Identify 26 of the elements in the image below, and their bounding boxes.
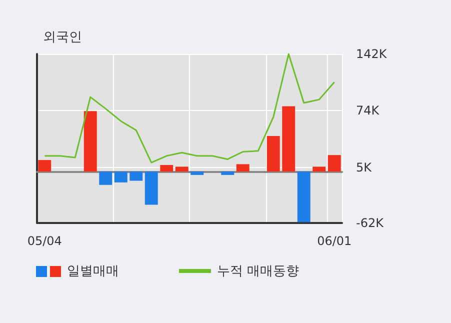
bar	[297, 172, 310, 222]
bar	[221, 172, 234, 175]
bar	[266, 136, 280, 172]
bar	[282, 106, 296, 172]
legend-label: 일별매매	[67, 263, 119, 280]
line-series	[44, 53, 336, 164]
y-tick-label: 142K	[356, 47, 388, 61]
bar	[175, 166, 188, 172]
bar	[160, 165, 174, 172]
legend-label: 누적 매매동향	[217, 263, 300, 280]
bar	[130, 172, 143, 181]
chart-title: 외국인	[43, 30, 82, 45]
bar	[38, 160, 52, 172]
bar	[114, 172, 128, 182]
bar	[190, 172, 204, 175]
y-tick-label: -62K	[356, 216, 385, 230]
bar	[236, 164, 250, 172]
y-tick-label: 5K	[356, 160, 373, 174]
bar	[312, 166, 326, 172]
bar	[99, 172, 112, 185]
bar	[84, 111, 97, 172]
y-tick-label: 74K	[356, 103, 380, 118]
x-tick-label: 05/04	[27, 234, 62, 248]
bar	[144, 172, 158, 205]
bar	[328, 155, 341, 172]
x-tick-label: 06/01	[317, 234, 352, 248]
